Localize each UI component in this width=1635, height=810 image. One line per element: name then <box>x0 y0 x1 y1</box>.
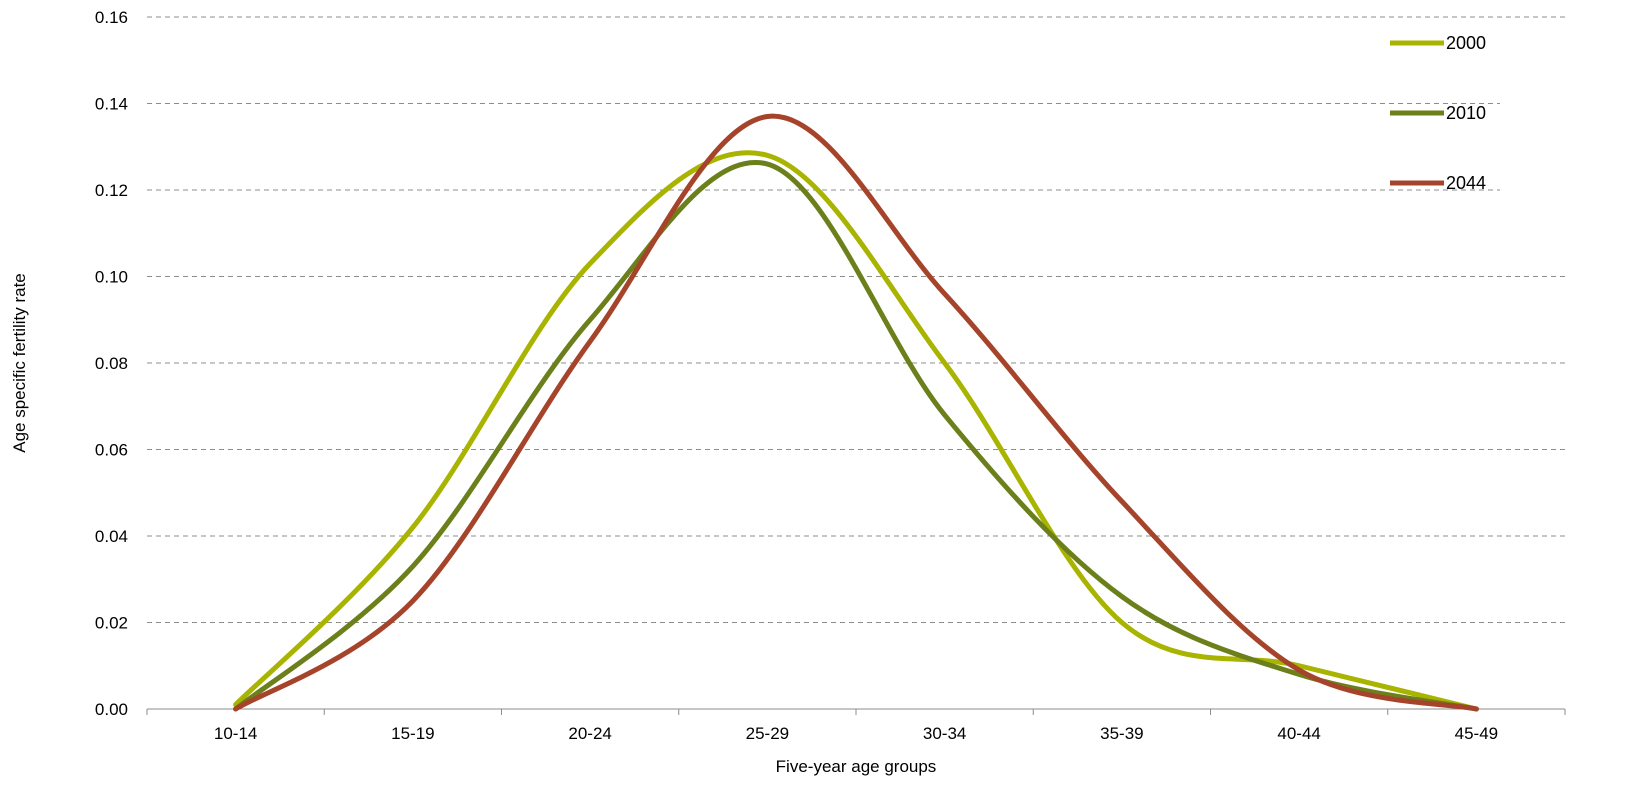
gridlines <box>147 16 1565 623</box>
x-tick-label: 10-14 <box>214 724 257 743</box>
x-tick-label: 20-24 <box>568 724 611 743</box>
x-tick-label: 45-49 <box>1455 724 1498 743</box>
series-line-2044 <box>233 113 1479 712</box>
y-tick-label: 0.06 <box>95 441 128 460</box>
y-tick-labels: 0.00 0.02 0.04 0.06 0.08 0.10 0.12 0.14 0.16 <box>95 8 128 719</box>
series-line-2000 <box>233 150 1479 712</box>
x-tick-labels: 10-14 15-19 20-24 25-29 30-34 35-39 40-44 45-49 <box>214 724 1498 743</box>
y-tick-label: 0.02 <box>95 614 128 633</box>
x-tick-label: 30-34 <box>923 724 966 743</box>
x-tick-label: 25-29 <box>746 724 789 743</box>
legend-bg <box>1500 90 1635 130</box>
series-line-2010 <box>233 159 1479 712</box>
axes <box>146 708 1566 715</box>
y-tick-label: 0.10 <box>95 268 128 287</box>
legend-label-2010: 2010 <box>1446 103 1486 123</box>
y-tick-label: 0.16 <box>95 8 128 27</box>
legend-label-2000: 2000 <box>1446 33 1486 53</box>
y-tick-label: 0.00 <box>95 700 128 719</box>
x-axis-title: Five-year age groups <box>776 757 937 776</box>
legend: 2000 2010 2044 <box>1390 20 1635 200</box>
legend-bg <box>1500 160 1635 200</box>
x-tick-label: 35-39 <box>1100 724 1143 743</box>
y-tick-label: 0.04 <box>95 527 128 546</box>
y-axis-title: Age specific fertility rate <box>10 273 29 453</box>
x-tick-label: 15-19 <box>391 724 434 743</box>
x-tick-label: 40-44 <box>1277 724 1320 743</box>
y-tick-label: 0.14 <box>95 95 128 114</box>
series-lines <box>233 113 1479 712</box>
y-tick-label: 0.12 <box>95 181 128 200</box>
legend-label-2044: 2044 <box>1446 173 1486 193</box>
y-tick-label: 0.08 <box>95 354 128 373</box>
legend-bg <box>1500 20 1635 60</box>
